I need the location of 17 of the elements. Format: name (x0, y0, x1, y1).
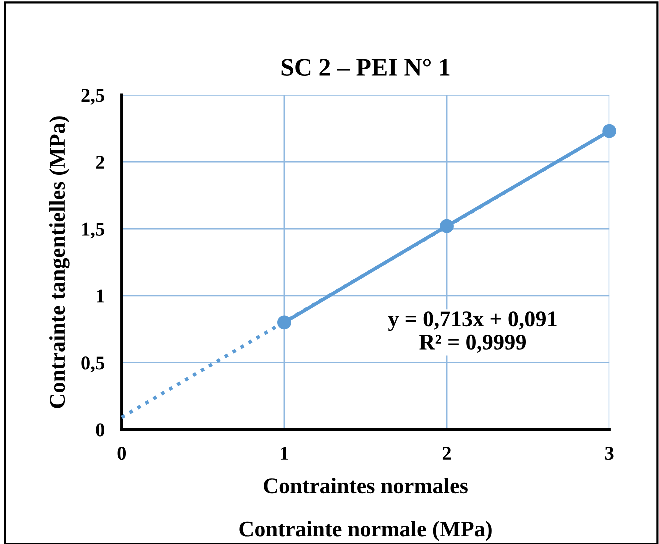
y-tick-label: 2 (96, 156, 104, 169)
chart-title: SC 2 – PEI N° 1 (282, 59, 450, 76)
y-tick-label: 0 (96, 424, 105, 437)
x-tick-label: 1 (281, 447, 288, 460)
y-tick-label: 1,5 (82, 222, 105, 239)
y-tick-label: 1 (97, 290, 104, 303)
x-tick-label: 2 (442, 447, 452, 460)
x-tick-label: 3 (605, 447, 614, 460)
x-axis-title: Contraintes normales (264, 478, 468, 494)
y-tick-label: 2,5 (82, 89, 105, 105)
text: Contrainte normale (MPa) (240, 521, 492, 542)
y-tick-label: 0,5 (82, 356, 105, 373)
y-axis-title: Contrainte tangentielles (MPa) (50, 116, 70, 408)
point (440, 219, 454, 234)
annotation: y = 0,713x + 0,091 R² = 0,9999 (388, 312, 557, 354)
point (602, 124, 617, 138)
x-tick-label: 0 (118, 446, 126, 460)
